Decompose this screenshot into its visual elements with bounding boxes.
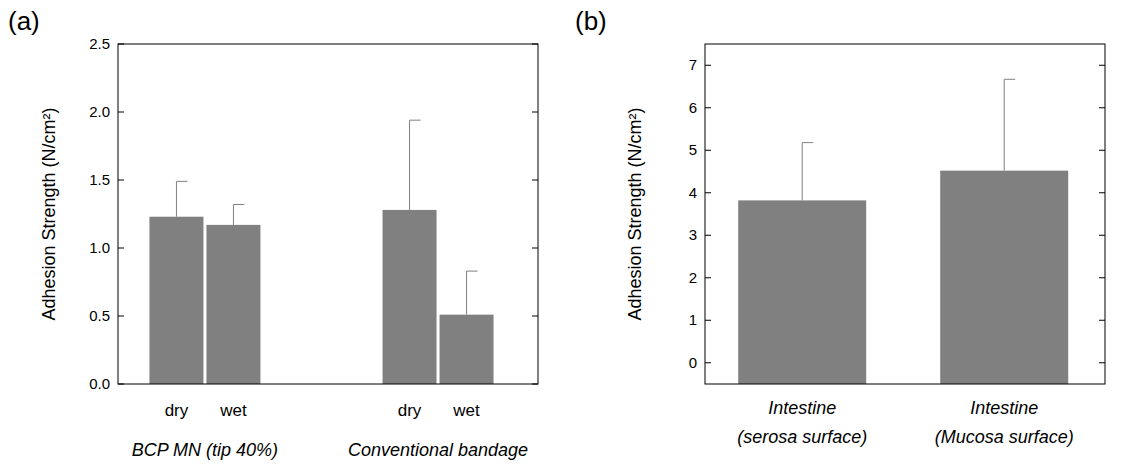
y-tick-label: 0 <box>689 354 697 371</box>
category-label: wet <box>452 401 480 420</box>
error-line <box>466 271 467 315</box>
bar <box>738 200 866 384</box>
y-tick-right <box>1099 277 1105 278</box>
y-tick <box>118 248 124 249</box>
category-line: (serosa surface) <box>737 427 867 447</box>
error-line <box>409 120 410 210</box>
y-tick-label: 5 <box>689 141 697 158</box>
y-tick <box>705 277 711 278</box>
category-line: dry <box>398 401 422 420</box>
y-tick <box>705 235 711 236</box>
error-cap <box>233 204 244 205</box>
category-line: Intestine <box>768 398 836 418</box>
y-tick-label: 4 <box>689 184 697 201</box>
plot-frame <box>118 44 538 384</box>
y-tick <box>705 320 711 321</box>
error-line <box>176 181 177 216</box>
y-tick-right <box>1099 107 1105 108</box>
category-label: Intestine (Mucosa surface) <box>935 398 1074 447</box>
error-line <box>1004 79 1005 170</box>
category-line: (Mucosa surface) <box>935 427 1074 447</box>
panel-label: (b) <box>575 6 607 36</box>
category-line: wet <box>219 401 247 420</box>
group-label: BCP MN (tip 40%) <box>132 440 278 460</box>
error-bar <box>176 181 187 216</box>
bar <box>440 315 494 384</box>
y-tick-right <box>532 248 538 249</box>
category-label: dry <box>165 401 189 420</box>
y-tick-label: 0.5 <box>89 307 110 324</box>
bar <box>940 171 1068 384</box>
category-line: wet <box>452 401 480 420</box>
category-label: wet <box>219 401 247 420</box>
y-tick-right <box>1099 65 1105 66</box>
category-label: dry <box>398 401 422 420</box>
y-tick-label: 1 <box>689 311 697 328</box>
y-tick <box>705 362 711 363</box>
error-bar <box>467 271 478 315</box>
y-tick <box>118 384 124 385</box>
y-tick-label: 7 <box>689 56 697 73</box>
y-tick-right <box>1099 150 1105 151</box>
y-tick-right <box>1099 192 1105 193</box>
error-line <box>233 204 234 224</box>
marks <box>149 120 493 384</box>
y-tick-label: 2.5 <box>89 35 110 52</box>
y-tick-label: 2.0 <box>89 103 110 120</box>
y-tick-right <box>532 112 538 113</box>
y-tick <box>705 192 711 193</box>
error-cap <box>467 271 478 272</box>
error-bar <box>802 143 813 201</box>
error-bar <box>233 204 244 224</box>
y-tick-label: 3 <box>689 226 697 243</box>
category-line: dry <box>165 401 189 420</box>
y-tick-right <box>1099 320 1105 321</box>
bar <box>149 217 203 384</box>
y-tick-label: 0.0 <box>89 375 110 392</box>
y-tick-right <box>532 180 538 181</box>
plot-frame <box>705 44 1105 384</box>
y-tick <box>705 150 711 151</box>
error-bar <box>410 120 421 210</box>
error-cap <box>1004 79 1015 80</box>
error-cap <box>410 120 421 121</box>
y-tick-label: 6 <box>689 99 697 116</box>
category-label: Intestine (serosa surface) <box>737 398 867 447</box>
error-line <box>802 143 803 201</box>
y-tick <box>118 112 124 113</box>
y-tick <box>118 180 124 181</box>
y-tick <box>118 44 124 45</box>
y-tick <box>118 316 124 317</box>
y-tick-label: 2 <box>689 269 697 286</box>
y-tick <box>705 65 711 66</box>
category-line: Intestine <box>970 398 1038 418</box>
error-bar <box>1004 79 1015 170</box>
panel-label: (a) <box>8 6 40 36</box>
y-tick <box>705 107 711 108</box>
y-tick-label: 1.5 <box>89 171 110 188</box>
y-tick-right <box>532 44 538 45</box>
bar <box>383 210 437 384</box>
y-axis-label: Adhesion Strength (N/cm²) <box>39 107 59 320</box>
error-cap <box>802 142 813 143</box>
y-tick-right <box>1099 235 1105 236</box>
y-tick-right <box>1099 362 1105 363</box>
bar <box>206 225 260 384</box>
y-tick-right <box>532 316 538 317</box>
marks <box>738 79 1068 384</box>
y-tick-label: 1.0 <box>89 239 110 256</box>
y-axis-label: Adhesion Strength (N/cm²) <box>625 107 645 320</box>
figure: (a) dry wet dry wet BCP MN (tip 40%) Conventio… <box>0 0 1122 474</box>
y-tick-right <box>532 384 538 385</box>
error-cap <box>176 181 187 182</box>
group-label: Conventional bandage <box>348 440 528 460</box>
